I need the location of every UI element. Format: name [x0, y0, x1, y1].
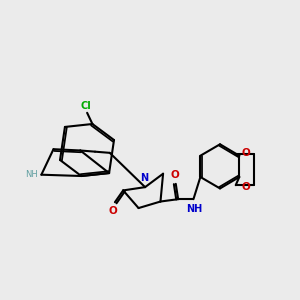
- Text: Cl: Cl: [80, 101, 91, 111]
- Text: O: O: [109, 206, 118, 216]
- Text: NH: NH: [186, 204, 202, 214]
- Text: NH: NH: [25, 170, 38, 179]
- Text: N: N: [140, 173, 148, 183]
- Text: O: O: [171, 170, 180, 180]
- Text: O: O: [241, 182, 250, 192]
- Text: O: O: [241, 148, 250, 158]
